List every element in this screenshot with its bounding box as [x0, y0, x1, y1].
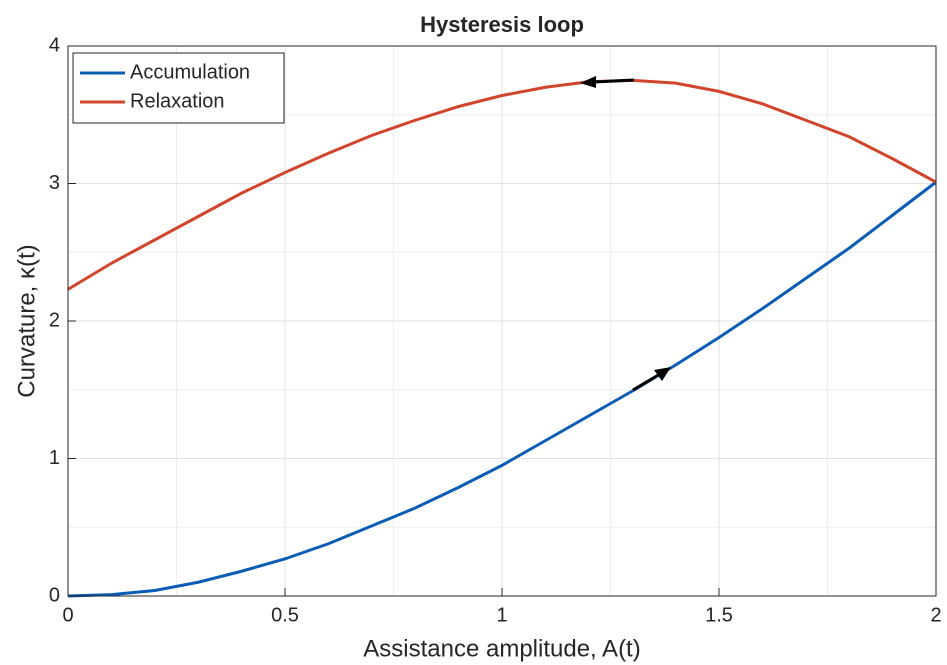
arrow — [632, 367, 671, 392]
legend-box — [72, 52, 285, 124]
y-tick-label: 3 — [49, 172, 60, 194]
x-tick-label: 2 — [930, 604, 941, 626]
x-tick-label: 1.5 — [705, 604, 733, 626]
legend-label: Accumulation — [130, 61, 250, 83]
legend: Accumulation Relaxation — [72, 52, 285, 124]
legend-label: Relaxation — [130, 90, 225, 112]
arrow — [580, 76, 635, 88]
y-tick-label: 1 — [49, 447, 60, 469]
plot — [67, 78, 937, 598]
x-tick-label: 1 — [496, 604, 507, 626]
x-tick-label: 0 — [62, 604, 73, 626]
axes-box — [67, 45, 937, 597]
y-tick-label: 0 — [49, 584, 60, 606]
y-axis-label: Curvature, κ(t) — [13, 244, 40, 397]
x-axis-label: Assistance amplitude, A(t) — [363, 635, 640, 662]
chart-title: Hysteresis loop — [420, 12, 584, 37]
y-tick-label: 4 — [49, 34, 60, 56]
line — [67, 78, 937, 291]
x-tick-label: 0.5 — [271, 604, 299, 626]
line — [67, 180, 937, 598]
y-tick-label: 2 — [49, 309, 60, 331]
